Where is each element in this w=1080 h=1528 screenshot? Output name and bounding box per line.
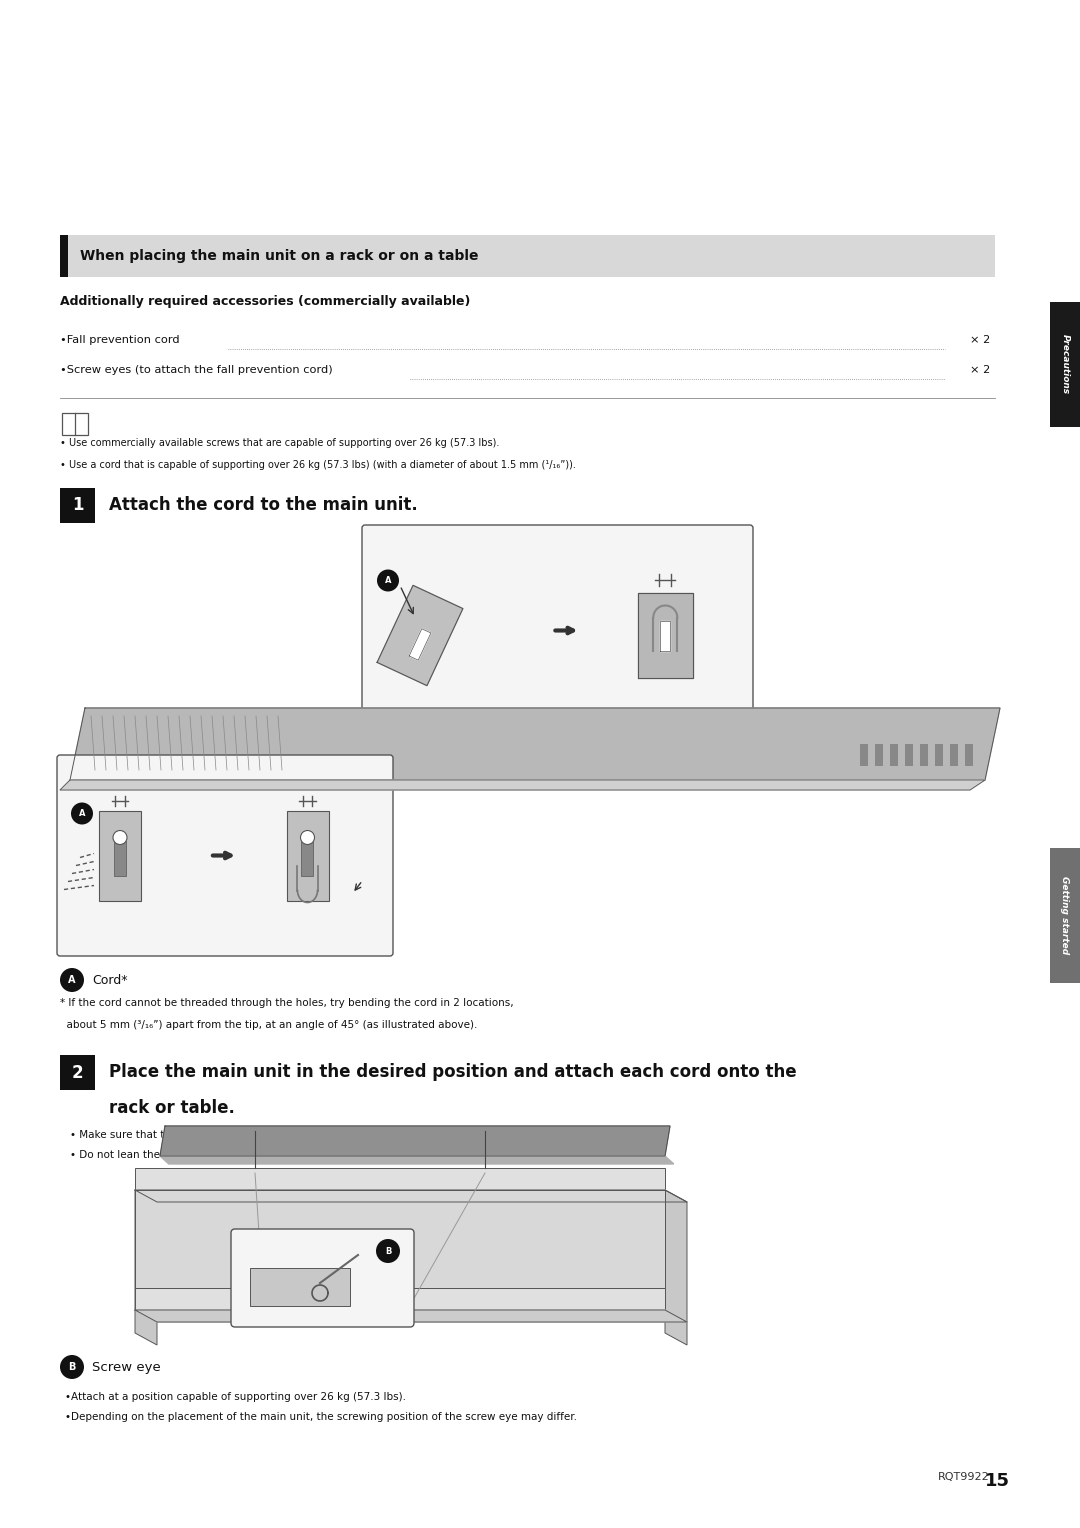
Circle shape <box>60 1355 84 1378</box>
Polygon shape <box>377 585 463 686</box>
Bar <box>249 1268 350 1306</box>
Polygon shape <box>135 1190 665 1288</box>
Text: Additionally required accessories (commercially available): Additionally required accessories (comme… <box>60 295 471 309</box>
Bar <box>99 810 141 900</box>
Text: When placing the main unit on a rack or on a table: When placing the main unit on a rack or … <box>80 249 478 263</box>
Text: A: A <box>384 576 391 585</box>
Polygon shape <box>135 1190 687 1203</box>
Text: B: B <box>384 1247 391 1256</box>
Polygon shape <box>70 707 1000 779</box>
Polygon shape <box>638 593 692 678</box>
Circle shape <box>71 802 93 825</box>
Bar <box>890 744 897 766</box>
Polygon shape <box>60 779 985 790</box>
Circle shape <box>376 1239 400 1264</box>
Polygon shape <box>135 1190 157 1345</box>
Bar <box>966 744 973 766</box>
Text: •Attach at a position capable of supporting over 26 kg (57.3 lbs).: •Attach at a position capable of support… <box>65 1392 406 1403</box>
Text: •Depending on the placement of the main unit, the screwing position of the screw: •Depending on the placement of the main … <box>65 1412 577 1423</box>
Text: rack or table.: rack or table. <box>109 1099 234 1117</box>
Text: RQT9922: RQT9922 <box>939 1471 990 1482</box>
Polygon shape <box>160 1157 674 1164</box>
Bar <box>950 744 958 766</box>
Text: Attach the cord to the main unit.: Attach the cord to the main unit. <box>109 497 418 515</box>
Text: •Fall prevention cord: •Fall prevention cord <box>60 335 179 345</box>
Text: Screw eye: Screw eye <box>92 1360 161 1374</box>
Text: × 2: × 2 <box>970 335 990 345</box>
Bar <box>875 744 883 766</box>
Bar <box>935 744 943 766</box>
Text: • Do not lean the main unit against the TV or wall.: • Do not lean the main unit against the … <box>70 1151 334 1160</box>
Text: 15: 15 <box>985 1471 1010 1490</box>
Bar <box>905 744 913 766</box>
Text: • Use commercially available screws that are capable of supporting over 26 kg (5: • Use commercially available screws that… <box>60 439 499 448</box>
Circle shape <box>113 831 127 845</box>
Bar <box>114 840 126 876</box>
Text: A: A <box>79 808 85 817</box>
Text: × 2: × 2 <box>970 365 990 374</box>
Polygon shape <box>665 1190 687 1345</box>
Circle shape <box>300 831 314 845</box>
Text: 2: 2 <box>71 1063 83 1082</box>
Text: A: A <box>68 975 76 986</box>
Bar <box>1050 303 1080 426</box>
Text: • Use a cord that is capable of supporting over 26 kg (57.3 lbs) (with a diamete: • Use a cord that is capable of supporti… <box>60 460 576 471</box>
FancyBboxPatch shape <box>57 755 393 957</box>
Bar <box>60 235 68 277</box>
Bar <box>301 840 313 876</box>
Bar <box>60 487 95 523</box>
Circle shape <box>60 969 84 992</box>
Text: • Make sure that the slack of the cord is minimal.: • Make sure that the slack of the cord i… <box>70 1131 328 1140</box>
Polygon shape <box>409 630 431 660</box>
Text: Cord*: Cord* <box>92 973 127 987</box>
Bar <box>135 1288 665 1309</box>
Text: 1: 1 <box>71 497 83 515</box>
Text: about 5 mm (³/₁₆”) apart from the tip, at an angle of 45° (as illustrated above): about 5 mm (³/₁₆”) apart from the tip, a… <box>60 1021 477 1030</box>
Bar <box>135 1167 665 1190</box>
Text: * If the cord cannot be threaded through the holes, try bending the cord in 2 lo: * If the cord cannot be threaded through… <box>60 998 514 1008</box>
Bar <box>60 1054 95 1089</box>
Polygon shape <box>660 620 671 651</box>
FancyBboxPatch shape <box>231 1229 414 1326</box>
Bar <box>62 413 87 435</box>
Text: B: B <box>68 1361 76 1372</box>
Text: •Screw eyes (to attach the fall prevention cord): •Screw eyes (to attach the fall preventi… <box>60 365 333 374</box>
Bar <box>286 810 328 900</box>
Text: Precautions: Precautions <box>1061 335 1069 394</box>
Polygon shape <box>160 1126 670 1157</box>
Polygon shape <box>135 1309 687 1322</box>
Bar <box>1050 848 1080 983</box>
Bar <box>60 235 995 277</box>
Bar <box>920 744 928 766</box>
Text: Place the main unit in the desired position and attach each cord onto the: Place the main unit in the desired posit… <box>109 1063 797 1080</box>
FancyBboxPatch shape <box>362 526 753 736</box>
Text: Getting started: Getting started <box>1061 877 1069 955</box>
Circle shape <box>377 570 399 591</box>
Bar <box>860 744 868 766</box>
